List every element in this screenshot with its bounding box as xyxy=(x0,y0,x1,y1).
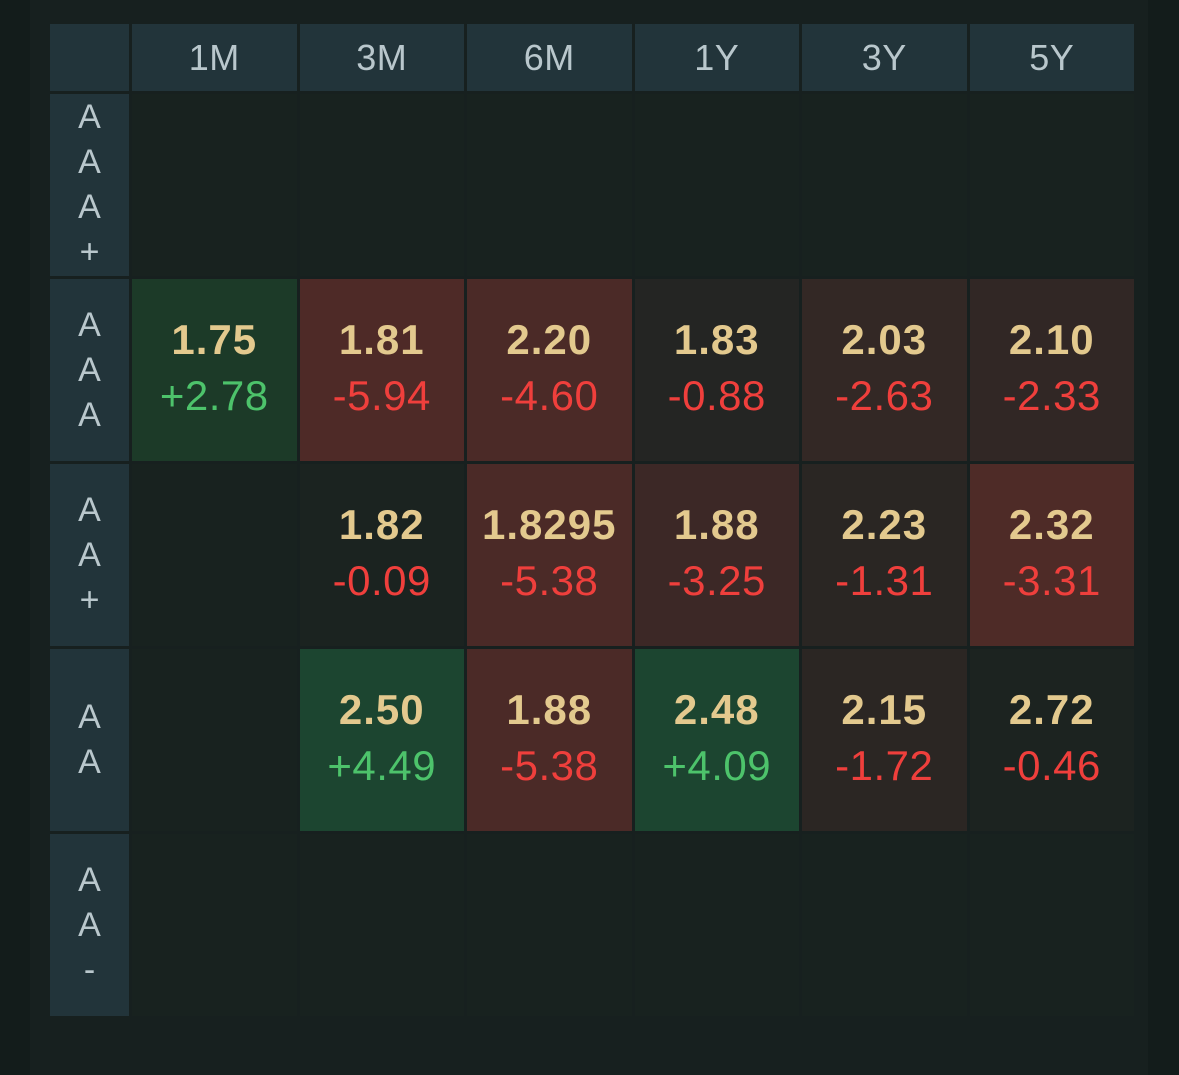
matrix-cell[interactable]: 2.03 -2.63 xyxy=(802,279,967,461)
matrix-cell[interactable]: 2.72 -0.46 xyxy=(969,649,1134,831)
cell-yield-value: 2.32 xyxy=(1008,501,1095,548)
cell-change-value: -2.63 xyxy=(835,372,934,419)
cell-yield-value: 1.81 xyxy=(338,316,425,363)
matrix-cell[interactable] xyxy=(467,94,632,276)
cell-change-value: -1.31 xyxy=(835,557,934,604)
cell-change-value: +4.49 xyxy=(327,742,437,789)
column-header-3m[interactable]: 3M xyxy=(299,24,464,91)
matrix-cell[interactable] xyxy=(969,834,1134,1016)
row-header-label: A A - xyxy=(78,860,101,989)
row-header-label: A A + xyxy=(78,490,101,619)
cell-yield-value: 1.83 xyxy=(673,316,760,363)
cell-change-value: -3.31 xyxy=(1002,557,1101,604)
matrix-cell[interactable]: 2.32 -3.31 xyxy=(969,464,1134,646)
matrix-cell[interactable] xyxy=(299,834,464,1016)
cell-yield-value: 2.50 xyxy=(338,686,425,733)
cell-yield-value: 2.72 xyxy=(1008,686,1095,733)
row-header-aa-plus[interactable]: A A + xyxy=(50,464,129,646)
cell-yield-value: 1.82 xyxy=(338,501,425,548)
matrix-cell[interactable]: 1.8295 -5.38 xyxy=(467,464,632,646)
cell-yield-value: 1.88 xyxy=(673,501,760,548)
cell-change-value: -0.88 xyxy=(667,372,766,419)
cell-change-value: -5.94 xyxy=(332,372,431,419)
matrix-cell[interactable]: 1.83 -0.88 xyxy=(634,279,799,461)
cell-change-value: -1.72 xyxy=(835,742,934,789)
matrix-cell[interactable]: 1.88 -5.38 xyxy=(467,649,632,831)
cell-yield-value: 2.03 xyxy=(841,316,928,363)
matrix-cell[interactable] xyxy=(802,834,967,1016)
column-header-5y[interactable]: 5Y xyxy=(969,24,1134,91)
column-header-6m[interactable]: 6M xyxy=(467,24,632,91)
matrix-corner xyxy=(50,24,129,91)
cell-yield-value: 2.10 xyxy=(1008,316,1095,363)
cell-change-value: -5.38 xyxy=(500,557,599,604)
cell-change-value: +2.78 xyxy=(159,372,269,419)
row-header-aaa[interactable]: A A A xyxy=(50,279,129,461)
matrix-cell[interactable] xyxy=(467,834,632,1016)
matrix-cell[interactable]: 2.23 -1.31 xyxy=(802,464,967,646)
row-header-label: A A A + xyxy=(78,98,101,271)
matrix-cell[interactable]: 1.75 +2.78 xyxy=(132,279,297,461)
cell-change-value: -3.25 xyxy=(667,557,766,604)
row-header-aaa-plus[interactable]: A A A + xyxy=(50,94,129,276)
matrix-cell[interactable] xyxy=(132,464,297,646)
cell-change-value: +4.09 xyxy=(662,742,772,789)
cell-yield-value: 2.20 xyxy=(506,316,593,363)
cell-yield-value: 1.88 xyxy=(506,686,593,733)
matrix-cell[interactable] xyxy=(132,94,297,276)
row-header-aa-minus[interactable]: A A - xyxy=(50,834,129,1016)
cell-yield-value: 2.15 xyxy=(841,686,928,733)
matrix-cell[interactable]: 1.81 -5.94 xyxy=(299,279,464,461)
cell-yield-value: 2.48 xyxy=(673,686,760,733)
row-header-label: A A A xyxy=(78,305,101,434)
matrix-cell[interactable]: 2.50 +4.49 xyxy=(299,649,464,831)
matrix-cell[interactable]: 2.10 -2.33 xyxy=(969,279,1134,461)
cell-change-value: -0.09 xyxy=(332,557,431,604)
cell-yield-value: 1.8295 xyxy=(482,501,617,548)
matrix-cell[interactable] xyxy=(802,94,967,276)
matrix-cell[interactable]: 1.82 -0.09 xyxy=(299,464,464,646)
matrix-cell[interactable]: 2.20 -4.60 xyxy=(467,279,632,461)
matrix-cell[interactable] xyxy=(132,649,297,831)
matrix-cell[interactable] xyxy=(969,94,1134,276)
row-header-label: A A xyxy=(78,698,101,781)
matrix-cell[interactable] xyxy=(634,834,799,1016)
matrix-cell[interactable] xyxy=(634,94,799,276)
cell-change-value: -2.33 xyxy=(1002,372,1101,419)
rating-tenor-matrix: 1M 3M 6M 1Y 3Y 5Y A A A + A A A 1.75 +2.78 1… xyxy=(50,24,1134,1016)
column-header-3y[interactable]: 3Y xyxy=(802,24,967,91)
row-header-aa[interactable]: A A xyxy=(50,649,129,831)
cell-change-value: -4.60 xyxy=(500,372,599,419)
matrix-cell[interactable]: 2.48 +4.09 xyxy=(634,649,799,831)
cell-change-value: -0.46 xyxy=(1002,742,1101,789)
cell-yield-value: 1.75 xyxy=(171,316,258,363)
matrix-cell[interactable] xyxy=(299,94,464,276)
matrix-cell[interactable]: 1.88 -3.25 xyxy=(634,464,799,646)
matrix-cell[interactable] xyxy=(132,834,297,1016)
cell-yield-value: 2.23 xyxy=(841,501,928,548)
column-header-1m[interactable]: 1M xyxy=(132,24,297,91)
column-header-1y[interactable]: 1Y xyxy=(634,24,799,91)
matrix-cell[interactable]: 2.15 -1.72 xyxy=(802,649,967,831)
cell-change-value: -5.38 xyxy=(500,742,599,789)
